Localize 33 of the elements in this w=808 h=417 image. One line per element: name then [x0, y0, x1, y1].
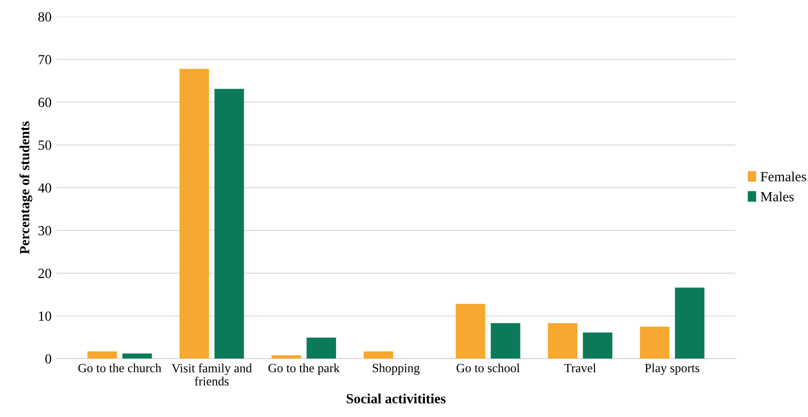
x-tick-label: Travel: [564, 363, 596, 372]
bar: [582, 332, 612, 359]
y-axis-title: Percentage of students: [19, 121, 32, 254]
y-tick-label: 80: [38, 12, 52, 22]
x-tick-label: Go to school: [456, 363, 520, 372]
x-tick-label: Play sports: [644, 363, 700, 375]
bar: [548, 323, 578, 359]
y-tick-label: 30: [38, 226, 52, 236]
bar: [272, 355, 302, 359]
x-tick-label: Go to the park: [268, 363, 340, 375]
y-tick-label: 0: [45, 354, 52, 364]
legend-label: Males: [760, 192, 794, 202]
x-axis-title: Social activitities: [346, 394, 446, 404]
bar: [122, 353, 152, 359]
y-tick-label: 40: [38, 183, 52, 193]
y-tick-label: 10: [39, 311, 52, 321]
y-tick-label: 50: [38, 140, 52, 150]
bar: [87, 351, 117, 359]
bar: [214, 88, 244, 359]
x-tick-label: Visit family and friends: [172, 363, 252, 386]
legend-label: Females: [760, 172, 806, 182]
y-tick-label: 60: [38, 98, 52, 108]
bar: [364, 351, 394, 359]
bar: [180, 68, 209, 359]
bar: [640, 326, 670, 359]
bar: [306, 338, 336, 359]
x-tick-label: Shopping: [372, 363, 420, 375]
bar: [456, 304, 486, 359]
bar: [674, 288, 704, 359]
y-tick-label: 70: [38, 55, 52, 64]
x-tick-label: Go to the church: [78, 363, 162, 372]
y-tick-label: 20: [38, 268, 52, 278]
bar: [490, 323, 520, 359]
